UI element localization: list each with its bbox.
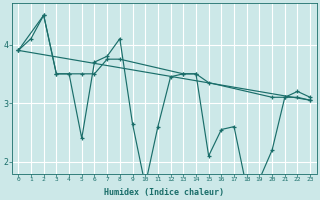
X-axis label: Humidex (Indice chaleur): Humidex (Indice chaleur): [104, 188, 224, 197]
